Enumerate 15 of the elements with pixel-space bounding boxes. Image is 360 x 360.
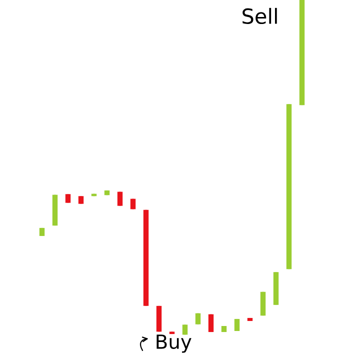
candlestick [117,191,123,207]
candlestick [182,324,188,336]
candlestick [156,305,162,332]
candlestick [234,318,240,332]
candlestick [273,271,279,306]
candlestick [52,194,58,226]
candlestick [286,103,292,270]
annotation: Buy [156,334,192,353]
candlestick [130,198,136,210]
candlestick [143,209,149,307]
candlestick [208,314,214,333]
candlestick [299,0,305,106]
candlestick [195,312,201,326]
annotation: Sell [242,8,277,24]
candlestick [260,291,266,316]
